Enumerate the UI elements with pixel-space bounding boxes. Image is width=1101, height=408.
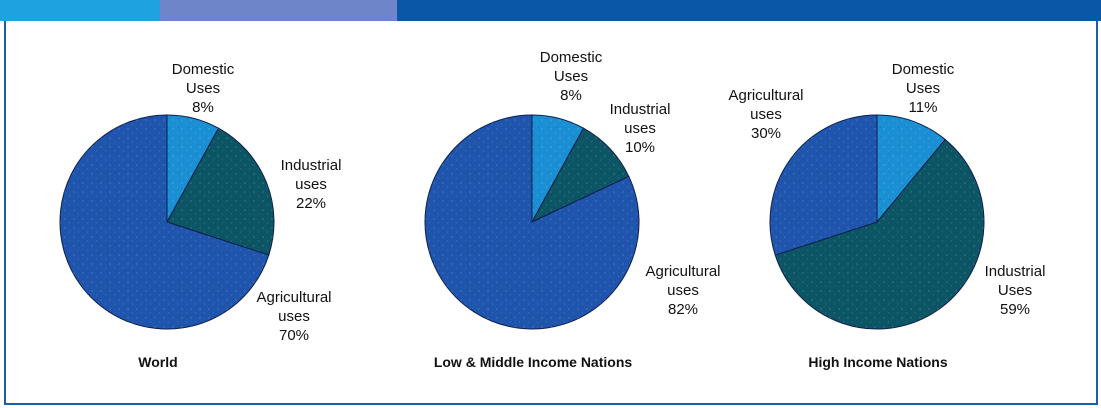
pie-slice-texture: [769, 115, 877, 256]
header-bar-segment-light: [0, 0, 160, 21]
slice-label: Agricultural uses 70%: [256, 289, 331, 344]
pie-slice-texture: [877, 115, 946, 222]
slice-label: Industrial uses 10%: [610, 101, 671, 156]
pie-slice-texture: [167, 128, 275, 256]
slice-label: Domestic Uses 11%: [892, 61, 955, 116]
pie-slice-texture: [60, 115, 269, 329]
pie-slice-texture: [167, 115, 219, 222]
slice-label: Agricultural uses 82%: [645, 263, 720, 318]
header-color-bar: [0, 0, 1101, 21]
pie-slice-texture: [424, 115, 639, 329]
slice-label: Industrial uses 22%: [281, 157, 342, 212]
pie-chart: Domestic Uses 8% Industrial uses 22% Agricultu…: [59, 61, 342, 370]
chart-title: High Income Nations: [808, 354, 947, 370]
pie-chart: Domestic Uses 11% Industrial Uses 59% Agricult…: [728, 61, 1045, 370]
pie-slice-texture: [532, 115, 584, 222]
slice-label: Industrial Uses 59%: [985, 263, 1046, 318]
slice-label: Domestic Uses 8%: [540, 49, 603, 104]
pie-chart: Domestic Uses 8%Industrial uses 10% Agricultu…: [424, 49, 721, 370]
header-bar-segment-mid: [160, 0, 397, 21]
pie-slice-texture: [775, 139, 984, 330]
slice-label: Domestic Uses 8%: [172, 61, 235, 116]
chart-title: World: [138, 354, 177, 370]
figure-frame: [4, 21, 1098, 405]
pie-slice-texture: [532, 128, 629, 222]
chart-title: Low & Middle Income Nations: [434, 354, 633, 370]
slice-label: Agricultural uses 30%: [728, 87, 803, 142]
header-bar-segment-dark: [397, 0, 1101, 21]
